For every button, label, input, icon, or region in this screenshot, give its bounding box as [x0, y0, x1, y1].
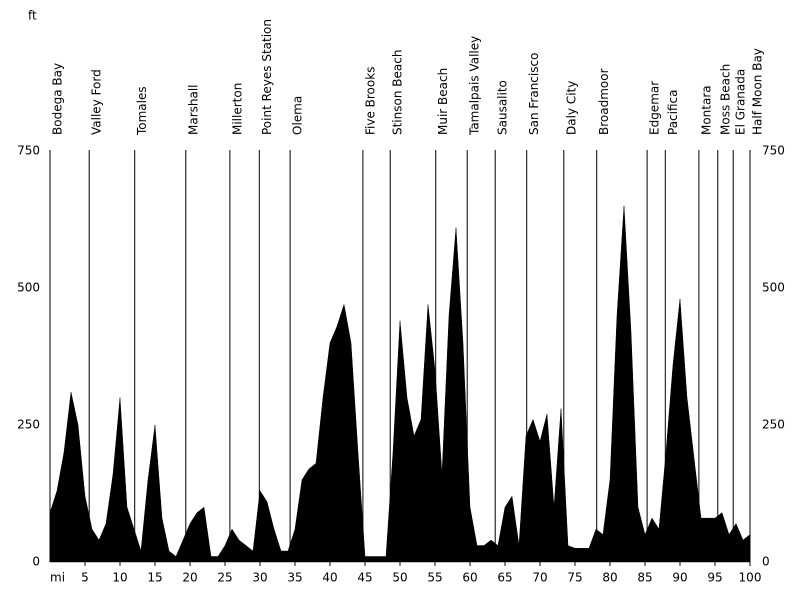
x-tick-label: 65	[497, 571, 512, 585]
x-tick-label: 60	[462, 571, 477, 585]
x-tick-label: 70	[532, 571, 547, 585]
place-label: Tomales	[135, 86, 149, 136]
place-label: Edgemar	[648, 81, 662, 135]
place-label: Bodega Bay	[51, 63, 65, 135]
y-tick-label: 0	[32, 555, 40, 569]
place-label: Five Brooks	[363, 67, 377, 135]
place-label: Half Moon Bay	[751, 48, 765, 135]
x-tick-label: 10	[112, 571, 127, 585]
place-label: Marshall	[186, 84, 200, 135]
place-label: San Francisco	[527, 53, 541, 135]
x-tick-label: 50	[392, 571, 407, 585]
x-tick-label: 25	[217, 571, 232, 585]
x-tick-label: 45	[357, 571, 372, 585]
y-unit-label: ft	[28, 9, 37, 23]
x-tick-label: 100	[739, 571, 762, 585]
place-label: Tamalpais Valley	[468, 36, 482, 136]
y-tick-label: 250	[17, 418, 40, 432]
x-tick-label: 80	[602, 571, 617, 585]
x-tick-label: 40	[322, 571, 337, 585]
place-label: Sausalito	[496, 80, 510, 135]
place-label: Muir Beach	[436, 68, 450, 135]
y-tick-label-right: 500	[762, 281, 785, 295]
place-label: Montara	[699, 85, 713, 135]
x-tick-label: 35	[287, 571, 302, 585]
x-tick-label: 75	[567, 571, 582, 585]
y-tick-label: 750	[17, 144, 40, 158]
place-label: Pacifica	[666, 90, 680, 136]
x-tick-label: 5	[81, 571, 89, 585]
y-tick-label-right: 250	[762, 418, 785, 432]
x-tick-label: 85	[637, 571, 652, 585]
place-label: Daly City	[564, 81, 578, 135]
x-tick-label: 95	[707, 571, 722, 585]
place-label: Broadmoor	[597, 68, 611, 135]
x-tick-label: 55	[427, 571, 442, 585]
x-tick-label: 90	[672, 571, 687, 585]
place-label: Millerton	[230, 83, 244, 135]
x-tick-label: 30	[252, 571, 267, 585]
x-tick-label: 15	[147, 571, 162, 585]
place-label: Stinson Beach	[391, 50, 405, 135]
x-unit-label: mi	[50, 571, 65, 585]
y-tick-label-right: 0	[762, 555, 770, 569]
place-label: Point Reyes Station	[260, 19, 274, 135]
place-label: Olema	[291, 96, 305, 135]
place-label: Moss Beach	[718, 64, 732, 135]
y-tick-label: 500	[17, 281, 40, 295]
elevation-area	[49, 205, 751, 563]
x-tick-label: 20	[182, 571, 197, 585]
place-label: El Granada	[734, 69, 748, 135]
place-label: Valley Ford	[90, 69, 104, 135]
y-tick-label-right: 750	[762, 144, 785, 158]
